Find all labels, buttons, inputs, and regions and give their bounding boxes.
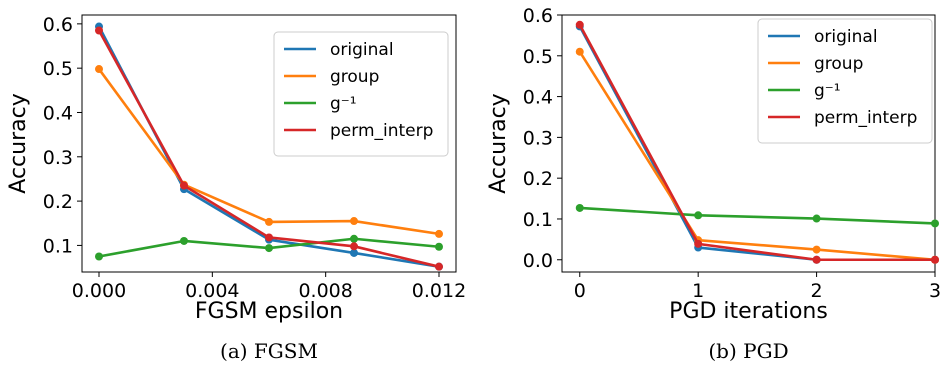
data-point	[694, 211, 703, 220]
data-point	[180, 181, 188, 190]
data-point	[95, 252, 103, 261]
y-tick-label: 0.2	[523, 168, 553, 190]
data-point	[435, 242, 443, 251]
data-point	[931, 255, 939, 264]
x-tick-label: 2	[811, 280, 823, 302]
y-tick-label: 0.4	[43, 102, 73, 124]
y-tick-label: 0.5	[43, 58, 73, 80]
data-point	[180, 236, 188, 245]
y-tick-label: 0.0	[523, 250, 553, 272]
data-point	[265, 217, 273, 226]
legend-entry: original	[814, 27, 878, 47]
data-point	[350, 234, 358, 243]
data-point	[575, 47, 584, 56]
x-axis-label: PGD iterations	[669, 299, 828, 324]
legend-entry: g⁻¹	[330, 94, 357, 114]
x-tick-label: 3	[929, 280, 940, 302]
data-point	[350, 248, 358, 257]
subfigure-caption: (a) FGSM	[220, 339, 318, 363]
y-tick-label: 0.1	[523, 209, 553, 231]
y-axis-label: Accuracy	[486, 93, 511, 193]
data-point	[95, 26, 103, 35]
data-point	[575, 203, 584, 212]
plot-frame	[81, 14, 457, 273]
y-tick-label: 0.3	[523, 127, 553, 149]
data-point	[812, 255, 821, 264]
data-point	[350, 217, 358, 226]
legend-entry: group	[330, 67, 379, 87]
data-point	[694, 239, 703, 248]
y-tick-label: 0.6	[43, 14, 73, 36]
data-point	[812, 214, 821, 223]
legend-entry: g⁻¹	[814, 81, 841, 101]
series-line-g-	[579, 206, 936, 225]
y-tick-label: 0.6	[523, 5, 553, 27]
data-point	[931, 219, 939, 228]
y-tick-label: 0.3	[43, 147, 73, 169]
legend-entry: group	[814, 54, 863, 74]
y-axis-label: Accuracy	[6, 93, 31, 193]
x-tick-label: 0	[574, 280, 586, 302]
series-line-group	[578, 51, 936, 262]
chart-pgd: Accuracy PGD iterations (b) PGD 0.0 0.1 0.…	[486, 5, 940, 363]
subfigure-caption: (b) PGD	[708, 339, 788, 363]
data-point	[575, 20, 584, 29]
x-tick-label: 0.004	[185, 280, 239, 302]
y-tick-label: 0.4	[523, 87, 553, 109]
legend-box	[757, 18, 933, 144]
plot-frame	[561, 14, 936, 273]
legend-entry: perm_interp	[814, 108, 917, 128]
data-point	[435, 262, 443, 271]
x-tick-label: 0.012	[412, 280, 466, 302]
data-point	[812, 245, 821, 254]
legend-entry: original	[330, 40, 394, 60]
y-tick-label: 0.5	[523, 46, 553, 68]
series-line-perm-interp	[578, 24, 935, 262]
x-axis-label: FGSM epsilon	[195, 299, 343, 324]
x-tick-label: 1	[692, 280, 704, 302]
legend-box	[273, 31, 449, 157]
data-point	[95, 65, 103, 74]
data-point	[265, 244, 273, 253]
y-tick-label: 0.2	[43, 191, 73, 213]
legend-entry: perm_interp	[330, 121, 433, 141]
y-tick-label: 0.1	[43, 235, 73, 257]
x-tick-label: 0.000	[72, 280, 126, 302]
data-point	[265, 233, 273, 242]
data-point	[350, 242, 358, 251]
data-point	[435, 229, 443, 238]
chart-fgsm: Accuracy FGSM epsilon (a) FGSM 0.1 0.2 0.3…	[6, 14, 466, 363]
x-tick-label: 0.008	[298, 280, 352, 302]
